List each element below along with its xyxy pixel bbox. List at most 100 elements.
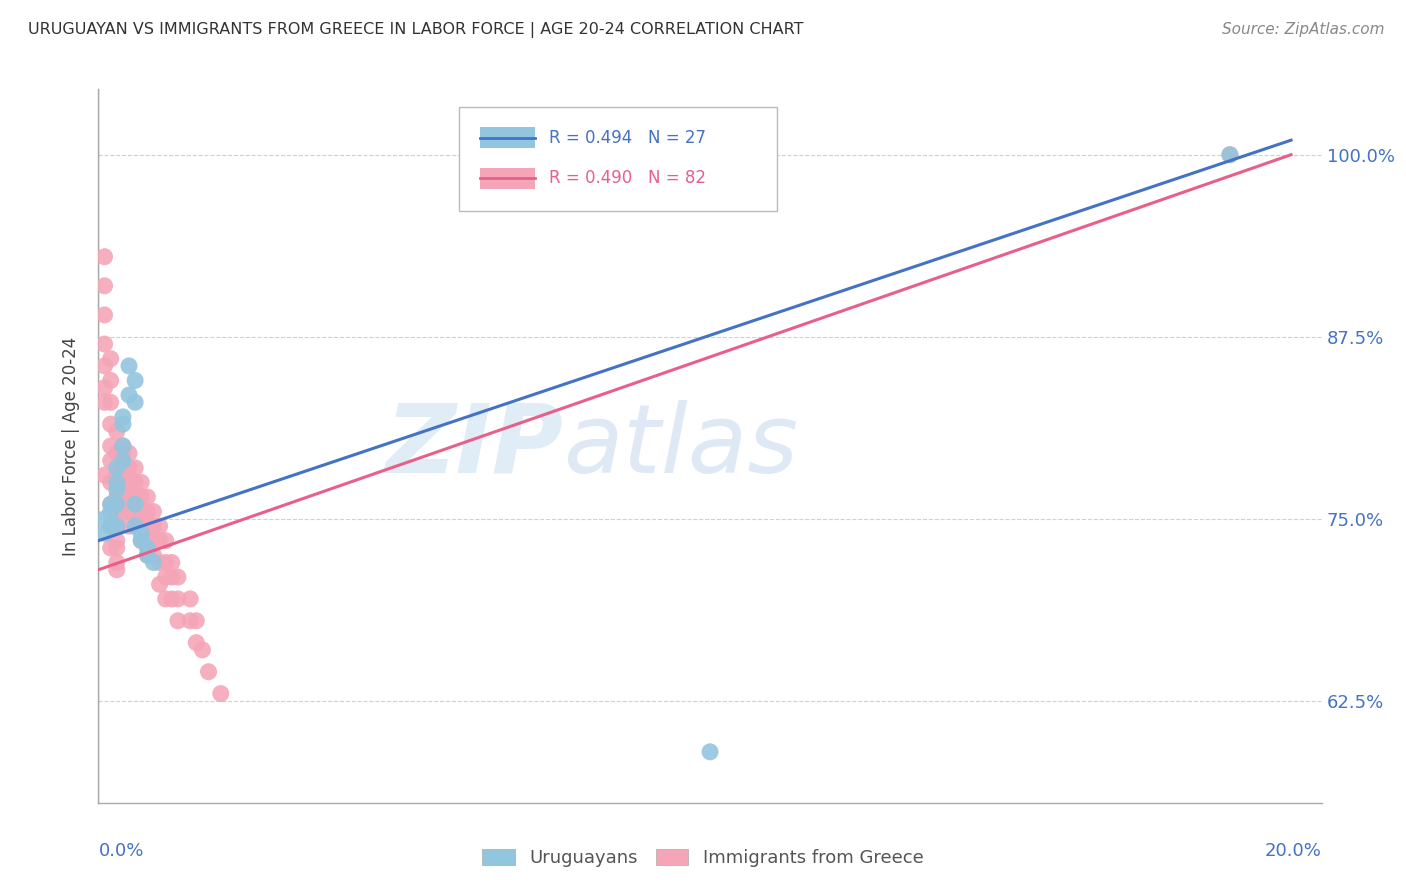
Point: [136, 490, 159, 504]
Point: [124, 475, 146, 490]
Point: [93, 250, 115, 264]
Point: [105, 519, 128, 533]
Point: [100, 519, 122, 533]
Point: [124, 490, 146, 504]
Point: [105, 497, 128, 511]
Text: atlas: atlas: [564, 400, 799, 492]
Point: [124, 497, 146, 511]
Point: [93, 359, 115, 373]
Point: [142, 556, 165, 570]
Point: [142, 533, 165, 548]
Point: [105, 541, 128, 555]
Point: [105, 504, 128, 518]
Bar: [479, 168, 536, 189]
Point: [124, 460, 146, 475]
Text: Source: ZipAtlas.com: Source: ZipAtlas.com: [1222, 22, 1385, 37]
Point: [105, 446, 128, 460]
Point: [155, 570, 177, 584]
Point: [129, 533, 152, 548]
Point: [111, 446, 134, 460]
Point: [93, 278, 115, 293]
Point: [111, 439, 134, 453]
Point: [111, 460, 134, 475]
Point: [100, 374, 122, 388]
Text: R = 0.494   N = 27: R = 0.494 N = 27: [548, 128, 706, 146]
Point: [93, 337, 115, 351]
Point: [179, 591, 201, 606]
Point: [1219, 147, 1241, 161]
Point: [93, 512, 115, 526]
Text: URUGUAYAN VS IMMIGRANTS FROM GREECE IN LABOR FORCE | AGE 20-24 CORRELATION CHART: URUGUAYAN VS IMMIGRANTS FROM GREECE IN L…: [28, 22, 804, 38]
Point: [136, 548, 159, 562]
Point: [124, 395, 146, 409]
Point: [136, 504, 159, 518]
Point: [142, 519, 165, 533]
Point: [129, 519, 152, 533]
Point: [105, 533, 128, 548]
Point: [100, 475, 122, 490]
Point: [149, 556, 172, 570]
Point: [118, 504, 141, 518]
Point: [118, 519, 141, 533]
Point: [118, 359, 141, 373]
Point: [167, 614, 190, 628]
Point: [124, 374, 146, 388]
Point: [93, 468, 115, 483]
Point: [149, 519, 172, 533]
Point: [93, 308, 115, 322]
Bar: [479, 127, 536, 148]
Point: [179, 614, 201, 628]
Point: [155, 556, 177, 570]
Point: [129, 490, 152, 504]
Point: [105, 425, 128, 439]
Point: [124, 504, 146, 518]
Point: [118, 446, 141, 460]
Point: [111, 439, 134, 453]
Point: [118, 460, 141, 475]
Point: [105, 460, 128, 475]
Point: [160, 591, 183, 606]
Point: [167, 591, 190, 606]
Point: [111, 475, 134, 490]
Point: [1219, 147, 1241, 161]
Point: [197, 665, 219, 679]
Point: [155, 533, 177, 548]
Point: [100, 519, 122, 533]
Point: [209, 687, 232, 701]
Point: [105, 483, 128, 497]
Point: [167, 570, 190, 584]
Point: [93, 526, 115, 541]
Point: [93, 395, 115, 409]
Point: [100, 497, 122, 511]
Point: [142, 504, 165, 518]
Text: ZIP: ZIP: [385, 400, 564, 492]
Point: [136, 548, 159, 562]
Point: [699, 745, 721, 759]
Point: [129, 504, 152, 518]
Point: [105, 490, 128, 504]
Point: [118, 388, 141, 402]
Point: [105, 556, 128, 570]
Point: [100, 417, 122, 432]
Point: [149, 533, 172, 548]
Point: [186, 635, 208, 649]
Point: [129, 526, 152, 541]
Point: [160, 570, 183, 584]
Point: [136, 541, 159, 555]
Point: [111, 409, 134, 424]
Point: [111, 453, 134, 467]
Point: [124, 519, 146, 533]
Point: [100, 453, 122, 467]
Text: R = 0.490   N = 82: R = 0.490 N = 82: [548, 169, 706, 187]
Point: [93, 381, 115, 395]
Point: [129, 475, 152, 490]
Point: [105, 475, 128, 490]
Point: [105, 468, 128, 483]
Point: [136, 533, 159, 548]
Legend: Uruguayans, Immigrants from Greece: Uruguayans, Immigrants from Greece: [475, 841, 931, 874]
Point: [100, 351, 122, 366]
Point: [124, 519, 146, 533]
Point: [100, 395, 122, 409]
Point: [100, 504, 122, 518]
Point: [105, 519, 128, 533]
